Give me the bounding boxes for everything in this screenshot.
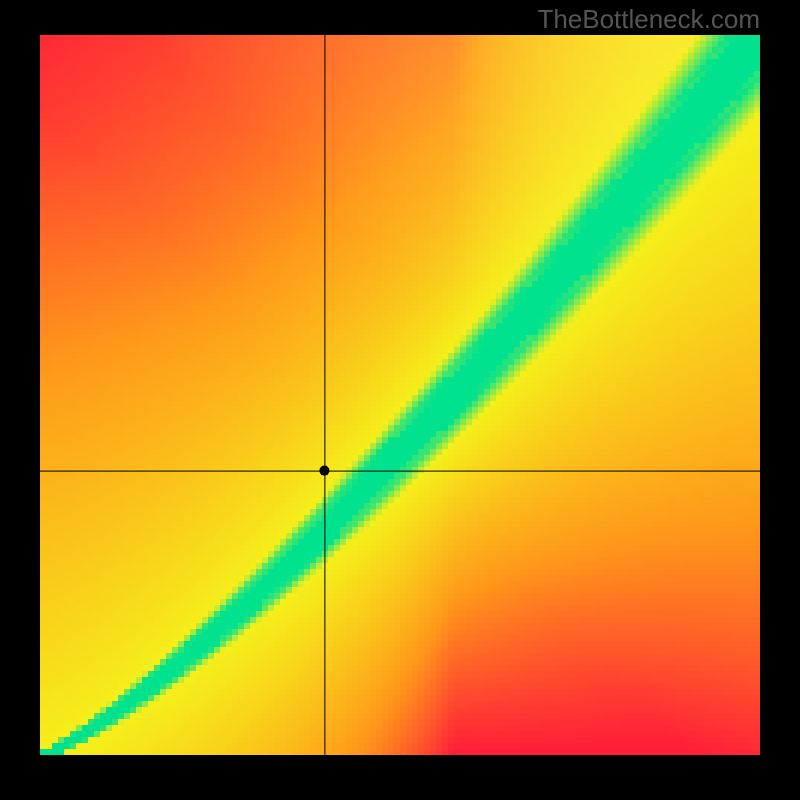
chart-container: TheBottleneck.com xyxy=(0,0,800,800)
watermark-text: TheBottleneck.com xyxy=(537,4,760,35)
bottleneck-heatmap xyxy=(40,35,760,755)
